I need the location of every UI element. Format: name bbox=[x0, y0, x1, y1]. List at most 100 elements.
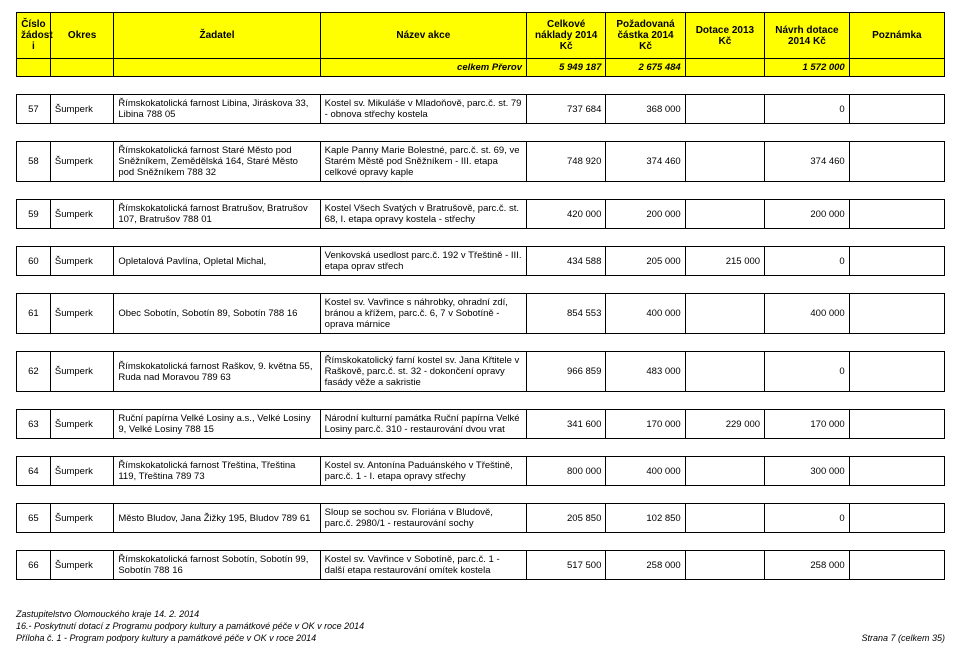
cell-d2013 bbox=[685, 551, 764, 580]
total-d2013 bbox=[685, 59, 764, 77]
spacer-row bbox=[17, 229, 945, 247]
cell-okres: Šumperk bbox=[50, 352, 113, 392]
table-header: Číslo žádost i Okres Žadatel Název akce … bbox=[17, 13, 945, 59]
cell-akce: Římskokatolický farní kostel sv. Jana Kř… bbox=[320, 352, 526, 392]
cell-d2013: 229 000 bbox=[685, 410, 764, 439]
cell-akce: Kaple Panny Marie Bolestné, parc.č. st. … bbox=[320, 142, 526, 182]
cell-zadatel: Římskokatolická farnost Staré Město pod … bbox=[114, 142, 320, 182]
cell-cislo: 65 bbox=[17, 504, 51, 533]
cell-okres: Šumperk bbox=[50, 142, 113, 182]
cell-zadatel: Římskokatolická farnost Bratrušov, Bratr… bbox=[114, 200, 320, 229]
total-celkove: 5 949 187 bbox=[527, 59, 606, 77]
cell-celkove: 205 850 bbox=[527, 504, 606, 533]
total-row: celkem Přerov5 949 1872 675 484 1 572 000 bbox=[17, 59, 945, 77]
cell-pozad: 258 000 bbox=[606, 551, 685, 580]
cell-pozn bbox=[849, 504, 944, 533]
cell-pozad: 170 000 bbox=[606, 410, 685, 439]
table-row: 61ŠumperkObec Sobotín, Sobotín 89, Sobot… bbox=[17, 294, 945, 334]
cell-akce: Kostel Všech Svatých v Bratrušově, parc.… bbox=[320, 200, 526, 229]
cell-navrh: 258 000 bbox=[765, 551, 850, 580]
col-pozn: Poznámka bbox=[849, 13, 944, 59]
table-row: 59ŠumperkŘímskokatolická farnost Bratruš… bbox=[17, 200, 945, 229]
table-row: 57ŠumperkŘímskokatolická farnost Libina,… bbox=[17, 95, 945, 124]
cell-pozn bbox=[849, 294, 944, 334]
cell-okres: Šumperk bbox=[50, 247, 113, 276]
table-row: 60ŠumperkOpletalová Pavlína, Opletal Mic… bbox=[17, 247, 945, 276]
spacer-row bbox=[17, 276, 945, 294]
cell-akce: Kostel sv. Antonína Paduánského v Třešti… bbox=[320, 457, 526, 486]
col-akce: Název akce bbox=[320, 13, 526, 59]
cell-okres: Šumperk bbox=[50, 551, 113, 580]
cell-zadatel: Římskokatolická farnost Třeština, Třešti… bbox=[114, 457, 320, 486]
cell-d2013 bbox=[685, 200, 764, 229]
cell-cislo: 57 bbox=[17, 95, 51, 124]
footer-page: Strana 7 (celkem 35) bbox=[861, 632, 945, 644]
cell-cislo: 66 bbox=[17, 551, 51, 580]
spacer-row bbox=[17, 533, 945, 551]
table-row: 65ŠumperkMěsto Bludov, Jana Žižky 195, B… bbox=[17, 504, 945, 533]
cell-celkove: 517 500 bbox=[527, 551, 606, 580]
cell-akce: Kostel sv. Vavřince s náhrobky, ohradní … bbox=[320, 294, 526, 334]
col-pozad: Požadovaná částka 2014 Kč bbox=[606, 13, 685, 59]
cell-celkove: 420 000 bbox=[527, 200, 606, 229]
cell-navrh: 0 bbox=[765, 247, 850, 276]
cell-navrh: 170 000 bbox=[765, 410, 850, 439]
cell-zadatel: Římskokatolická farnost Sobotín, Sobotín… bbox=[114, 551, 320, 580]
cell-akce: Sloup se sochou sv. Floriána v Bludově, … bbox=[320, 504, 526, 533]
cell-cislo: 60 bbox=[17, 247, 51, 276]
cell-celkove: 854 553 bbox=[527, 294, 606, 334]
cell-navrh: 200 000 bbox=[765, 200, 850, 229]
cell-zadatel: Město Bludov, Jana Žižky 195, Bludov 789… bbox=[114, 504, 320, 533]
total-label: celkem Přerov bbox=[320, 59, 526, 77]
spacer-row bbox=[17, 182, 945, 200]
spacer-row bbox=[17, 124, 945, 142]
spacer-row bbox=[17, 392, 945, 410]
cell-okres: Šumperk bbox=[50, 200, 113, 229]
footer-line-2: 16.- Poskytnutí dotací z Programu podpor… bbox=[16, 620, 945, 632]
grants-table: Číslo žádost i Okres Žadatel Název akce … bbox=[16, 12, 945, 580]
cell-d2013 bbox=[685, 142, 764, 182]
col-okres: Okres bbox=[50, 13, 113, 59]
cell-zadatel: Římskokatolická farnost Libina, Jiráskov… bbox=[114, 95, 320, 124]
cell-d2013 bbox=[685, 457, 764, 486]
cell-celkove: 434 588 bbox=[527, 247, 606, 276]
cell-pozad: 368 000 bbox=[606, 95, 685, 124]
cell-celkove: 966 859 bbox=[527, 352, 606, 392]
cell-okres: Šumperk bbox=[50, 457, 113, 486]
table-row: 66ŠumperkŘímskokatolická farnost Sobotín… bbox=[17, 551, 945, 580]
spacer-row bbox=[17, 77, 945, 95]
footer: Zastupitelstvo Olomouckého kraje 14. 2. … bbox=[16, 608, 945, 644]
total-navrh: 1 572 000 bbox=[765, 59, 850, 77]
cell-d2013 bbox=[685, 504, 764, 533]
cell-cislo: 62 bbox=[17, 352, 51, 392]
cell-pozad: 374 460 bbox=[606, 142, 685, 182]
cell-pozn bbox=[849, 352, 944, 392]
cell-pozad: 200 000 bbox=[606, 200, 685, 229]
cell-pozad: 205 000 bbox=[606, 247, 685, 276]
cell-pozn bbox=[849, 95, 944, 124]
cell-navrh: 374 460 bbox=[765, 142, 850, 182]
cell-pozn bbox=[849, 410, 944, 439]
cell-pozn bbox=[849, 142, 944, 182]
footer-line-3: Příloha č. 1 - Program podpory kultury a… bbox=[16, 632, 316, 644]
cell-cislo: 59 bbox=[17, 200, 51, 229]
cell-pozad: 400 000 bbox=[606, 457, 685, 486]
cell-pozad: 102 850 bbox=[606, 504, 685, 533]
cell-akce: Kostel sv. Mikuláše v Mladoňově, parc.č.… bbox=[320, 95, 526, 124]
cell-navrh: 0 bbox=[765, 95, 850, 124]
cell-akce: Venkovská usedlost parc.č. 192 v Třeštin… bbox=[320, 247, 526, 276]
cell-pozn bbox=[849, 457, 944, 486]
total-pozad: 2 675 484 bbox=[606, 59, 685, 77]
cell-zadatel: Obec Sobotín, Sobotín 89, Sobotín 788 16 bbox=[114, 294, 320, 334]
cell-okres: Šumperk bbox=[50, 95, 113, 124]
col-zadatel: Žadatel bbox=[114, 13, 320, 59]
table-row: 64ŠumperkŘímskokatolická farnost Třeštin… bbox=[17, 457, 945, 486]
cell-okres: Šumperk bbox=[50, 410, 113, 439]
cell-d2013 bbox=[685, 352, 764, 392]
cell-navrh: 400 000 bbox=[765, 294, 850, 334]
spacer-row bbox=[17, 439, 945, 457]
cell-okres: Šumperk bbox=[50, 294, 113, 334]
col-navrh: Návrh dotace 2014 Kč bbox=[765, 13, 850, 59]
cell-navrh: 0 bbox=[765, 504, 850, 533]
cell-cislo: 58 bbox=[17, 142, 51, 182]
